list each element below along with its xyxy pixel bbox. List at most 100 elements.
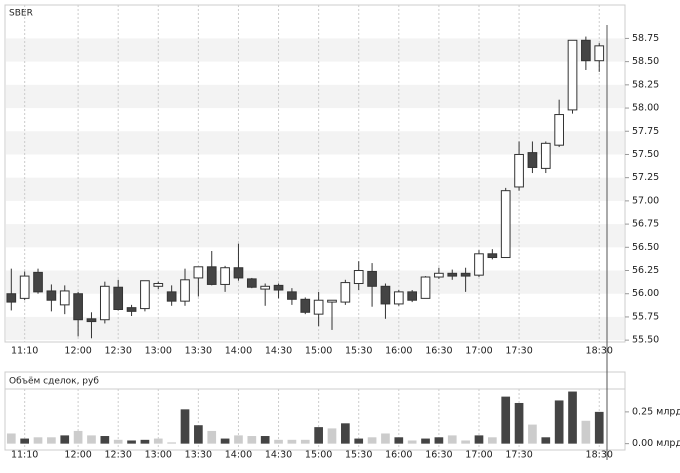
candle-body (220, 267, 230, 285)
volume-bar (327, 428, 337, 444)
volume-bar (568, 391, 577, 444)
volume-bar (367, 437, 377, 444)
candle-body (434, 272, 444, 278)
volume-bar (434, 437, 444, 444)
candle-body (153, 283, 164, 287)
volume-bar (260, 436, 270, 444)
y-tick-label: 57.25 (632, 172, 659, 183)
volume-bar (287, 439, 297, 444)
x-tick-label: 13:00 (145, 450, 172, 461)
y-tick-label: 56.50 (632, 242, 659, 253)
candle-body (393, 291, 404, 305)
volume-bar (113, 439, 123, 444)
candle-body (460, 272, 471, 277)
x-tick-label: 18:30 (586, 450, 613, 461)
candle-body (273, 284, 284, 291)
y-tick-label: 55.75 (632, 311, 659, 322)
y-tick-label: 56.25 (632, 265, 659, 276)
candle-body (300, 298, 311, 313)
volume-bar (220, 438, 230, 444)
volume-bar (33, 437, 43, 444)
x-tick-label: 17:00 (465, 346, 492, 357)
candle-body (6, 293, 17, 303)
y-tick-label: 58.75 (632, 33, 659, 44)
y-tick-label: 56.75 (632, 219, 659, 230)
volume-bar (501, 396, 511, 444)
volume-bar (407, 440, 417, 444)
candle-body (567, 39, 578, 111)
volume-bar (314, 427, 323, 444)
candle-body (206, 266, 217, 285)
y-tick-label: 56.00 (632, 288, 659, 299)
x-tick-label: 11:10 (11, 346, 38, 357)
volume-bar (247, 436, 257, 444)
x-tick-label: 17:00 (465, 450, 492, 461)
x-tick-label: 13:00 (145, 346, 172, 357)
candle-body (514, 153, 524, 188)
x-tick-label: 15:30 (345, 346, 372, 357)
volume-bar (300, 439, 310, 444)
candle-body (500, 190, 511, 259)
volume-title: Объём сделок, руб (9, 377, 99, 387)
x-tick-label: 16:00 (385, 450, 412, 461)
candle-body (407, 291, 418, 301)
x-tick-label: 14:00 (225, 450, 252, 461)
candle-body (581, 39, 591, 62)
volume-bar (60, 435, 70, 444)
x-tick-label: 11:10 (11, 450, 38, 461)
candle-body (420, 276, 431, 299)
grid-band (6, 38, 624, 62)
candle-body (59, 290, 70, 306)
candle-body (193, 266, 204, 279)
volume-bar (180, 409, 190, 444)
grid-band (6, 84, 624, 109)
candle-body (327, 299, 337, 303)
candle-body (260, 285, 271, 290)
x-tick-label: 13:30 (185, 346, 212, 357)
x-tick-label: 16:30 (425, 346, 452, 357)
volume-bar (167, 442, 176, 444)
volume-bar (6, 433, 16, 444)
volume-bar (421, 438, 430, 444)
volume-bar (354, 438, 364, 444)
volume-bar (194, 425, 203, 444)
candle-body (180, 279, 190, 302)
candle-body (380, 285, 391, 305)
x-tick-label: 12:00 (64, 346, 91, 357)
candle-body (527, 152, 538, 168)
candle-body (340, 282, 351, 303)
volume-bar (461, 440, 470, 444)
candle-body (246, 278, 257, 288)
volume-bar (554, 400, 564, 444)
volume-bar (274, 439, 283, 444)
volume-bar (47, 437, 56, 444)
volume-bar (153, 438, 163, 444)
volume-bar (20, 438, 30, 444)
y-tick-label: 0.00 млрд (632, 438, 680, 449)
candle-body (113, 286, 124, 311)
candle-body (126, 307, 137, 312)
x-tick-label: 12:30 (105, 450, 132, 461)
volume-bar (127, 440, 136, 444)
volume-bar (87, 435, 96, 444)
volume-bar (594, 411, 604, 444)
volume-bar (487, 437, 497, 444)
x-tick-label: 18:30 (586, 346, 613, 357)
plot: 55.50 55.75 56.00 56.25 56.50 56.75 57.00 57.25… (6, 5, 680, 461)
candle-body (313, 299, 324, 315)
y-tick-label: 0.25 млрд (632, 406, 680, 417)
candle-body (86, 318, 97, 323)
x-tick-label: 14:30 (265, 346, 292, 357)
candle-body (287, 291, 297, 300)
x-tick-label: 15:00 (305, 346, 332, 357)
x-tick-label: 15:30 (345, 450, 372, 461)
volume-bar (140, 439, 150, 444)
candle-body (540, 142, 551, 169)
candle-body (33, 271, 43, 293)
volume-bar (394, 437, 404, 444)
grid-band (6, 177, 624, 201)
y-tick-label: 55.50 (632, 335, 659, 346)
x-tick-label: 15:00 (305, 450, 332, 461)
y-tick-label: 58.25 (632, 79, 659, 90)
